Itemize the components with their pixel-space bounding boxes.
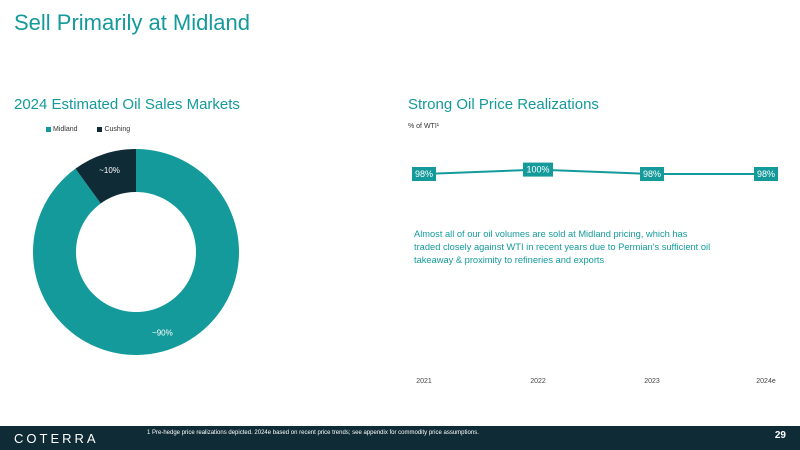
donut-label-midland: ~90% [152,328,173,337]
data-point-2023 [640,167,664,181]
data-label-2024e: 98% [757,169,775,179]
pie-legend: Midland Cushing [46,126,148,134]
legend-label-midland: Midland [53,126,78,133]
company-logo: COTERRA [14,431,99,446]
x-tick-2021: 2021 [416,378,432,385]
data-label-2023: 98% [643,169,661,179]
line-chart: 98% 2021 100% 2022 98% 2023 98% 2024e [412,162,778,385]
page-number: 29 [774,430,786,441]
legend-item-cushing: Cushing [97,126,130,133]
data-label-2022: 100% [526,164,549,174]
line-chart-title: Strong Oil Price Realizations [408,96,599,113]
x-tick-2024e: 2024e [756,378,776,385]
data-label-2021: 98% [415,169,433,179]
x-tick-2022: 2022 [530,378,546,385]
legend-label-cushing: Cushing [104,126,131,133]
donut-label-cushing: ~10% [99,166,120,175]
callout-text: Almost all of our oil volumes are sold a… [414,229,711,265]
line-series [423,168,766,175]
donut-slice-cushing [75,149,136,204]
legend-item-midland: Midland [46,126,78,133]
donut-chart: ~90% ~10% [32,149,240,355]
data-point-2022 [523,162,553,177]
footnote: 1 Pre-hedge price realizations depicted.… [147,430,479,436]
data-point-2024e [754,167,778,181]
data-point-2021 [412,167,436,181]
donut-slice-midland [32,149,240,355]
footer-bar: COTERRA 1 Pre-hedge price realizations d… [0,426,800,450]
y-unit-label: % of WTI¹ [408,123,440,130]
slide-title: Sell Primarily at Midland [14,10,250,35]
pie-chart-title: 2024 Estimated Oil Sales Markets [14,96,240,113]
legend-swatch-cushing [97,127,103,132]
legend-swatch-midland [46,127,51,132]
x-tick-2023: 2023 [644,378,660,385]
